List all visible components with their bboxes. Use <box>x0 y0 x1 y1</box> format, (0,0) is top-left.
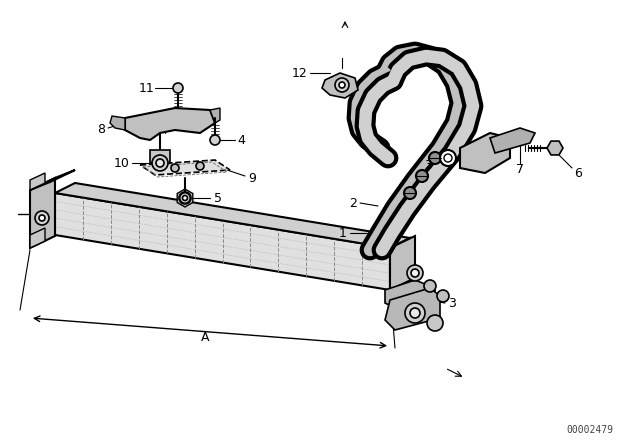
Polygon shape <box>322 73 358 98</box>
Polygon shape <box>547 141 563 155</box>
Circle shape <box>182 195 188 201</box>
Circle shape <box>440 150 456 166</box>
Polygon shape <box>460 133 510 173</box>
Polygon shape <box>140 160 230 175</box>
Text: 9: 9 <box>248 172 256 185</box>
Circle shape <box>404 187 416 199</box>
Circle shape <box>171 164 179 172</box>
Circle shape <box>35 211 49 225</box>
Circle shape <box>179 192 191 204</box>
Text: 7: 7 <box>516 163 524 176</box>
Polygon shape <box>390 238 410 290</box>
Text: 4: 4 <box>237 134 245 146</box>
Circle shape <box>405 303 425 323</box>
Text: 10: 10 <box>114 156 130 169</box>
Circle shape <box>173 83 183 93</box>
Circle shape <box>424 280 436 292</box>
Polygon shape <box>30 173 45 190</box>
Polygon shape <box>110 116 125 130</box>
Text: 8: 8 <box>97 122 105 135</box>
Polygon shape <box>490 128 535 153</box>
Circle shape <box>152 155 168 171</box>
Circle shape <box>437 290 449 302</box>
Polygon shape <box>55 183 410 248</box>
Circle shape <box>196 162 204 170</box>
Text: 6: 6 <box>574 167 582 180</box>
Circle shape <box>335 78 349 92</box>
Polygon shape <box>30 170 75 190</box>
Circle shape <box>429 152 441 164</box>
Circle shape <box>444 154 452 162</box>
Polygon shape <box>55 193 390 290</box>
Text: 12: 12 <box>292 66 308 79</box>
Circle shape <box>339 82 345 88</box>
Polygon shape <box>385 288 440 330</box>
Circle shape <box>416 170 428 182</box>
Text: 00002479: 00002479 <box>566 425 614 435</box>
Text: 2: 2 <box>349 197 357 210</box>
Polygon shape <box>150 150 170 163</box>
Circle shape <box>210 135 220 145</box>
Circle shape <box>427 315 443 331</box>
Text: 5: 5 <box>214 191 222 204</box>
Text: A: A <box>201 331 209 344</box>
Circle shape <box>180 193 190 203</box>
Polygon shape <box>210 108 220 123</box>
Polygon shape <box>30 228 45 248</box>
Polygon shape <box>385 280 435 313</box>
Circle shape <box>407 265 423 281</box>
Polygon shape <box>177 189 193 207</box>
Text: 3: 3 <box>424 159 432 172</box>
Polygon shape <box>125 108 215 140</box>
Circle shape <box>156 159 164 167</box>
Circle shape <box>410 308 420 318</box>
Text: 1: 1 <box>339 227 347 240</box>
Text: 11: 11 <box>139 82 155 95</box>
Polygon shape <box>390 236 415 290</box>
Polygon shape <box>30 178 55 248</box>
Circle shape <box>411 269 419 277</box>
Text: 3: 3 <box>448 297 456 310</box>
Circle shape <box>39 215 45 221</box>
